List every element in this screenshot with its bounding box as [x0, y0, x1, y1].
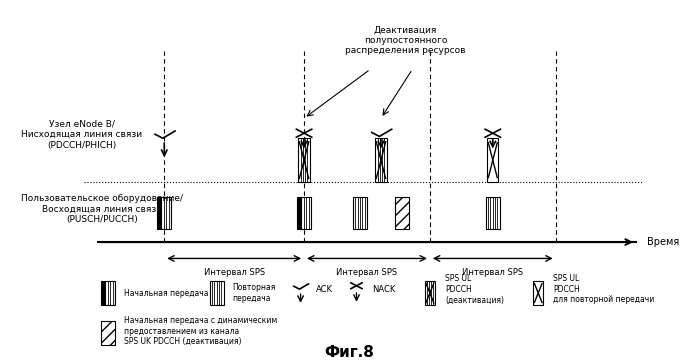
- Bar: [486, 197, 500, 229]
- Text: Повторная
передача: Повторная передача: [232, 283, 275, 303]
- Bar: [301, 197, 311, 229]
- Bar: [101, 281, 106, 305]
- Text: Интервал SPS: Интервал SPS: [336, 268, 398, 277]
- Text: Время: Время: [647, 237, 679, 247]
- Text: Интервал SPS: Интервал SPS: [462, 268, 524, 277]
- Bar: [487, 138, 498, 182]
- Bar: [161, 197, 171, 229]
- Bar: [298, 138, 310, 182]
- Bar: [533, 281, 543, 305]
- Bar: [353, 197, 367, 229]
- Text: SPS UL
PDCCH
(деактивация): SPS UL PDCCH (деактивация): [445, 274, 504, 304]
- Bar: [375, 138, 387, 182]
- Text: NACK: NACK: [372, 285, 395, 294]
- Text: Начальная передача: Начальная передача: [124, 289, 208, 297]
- Text: Начальная передача с динамическим
предоставлением из канала
SPS UK PDCCH (деакти: Начальная передача с динамическим предос…: [124, 316, 277, 346]
- Text: Фиг.8: Фиг.8: [324, 345, 375, 360]
- Bar: [157, 197, 161, 229]
- Text: Узел eNode B/
Нисходящая линия связи
(PDCCH/PHICH): Узел eNode B/ Нисходящая линия связи (PD…: [21, 120, 142, 150]
- Text: ACK: ACK: [316, 285, 333, 294]
- Bar: [425, 281, 435, 305]
- Text: Пользовательское оборудование/
Восходящая линия связи
(PUSCH/PUCCH): Пользовательское оборудование/ Восходяща…: [21, 194, 183, 224]
- Bar: [101, 321, 115, 345]
- Text: Интервал SPS: Интервал SPS: [203, 268, 265, 277]
- Bar: [210, 281, 224, 305]
- Bar: [395, 197, 409, 229]
- Bar: [106, 281, 115, 305]
- Bar: [297, 197, 301, 229]
- Text: SPS UL
PDCCH
для повторной передачи: SPS UL PDCCH для повторной передачи: [554, 274, 655, 304]
- Text: Деактивация
полупостоянного
распределения ресурсов: Деактивация полупостоянного распределени…: [345, 25, 466, 55]
